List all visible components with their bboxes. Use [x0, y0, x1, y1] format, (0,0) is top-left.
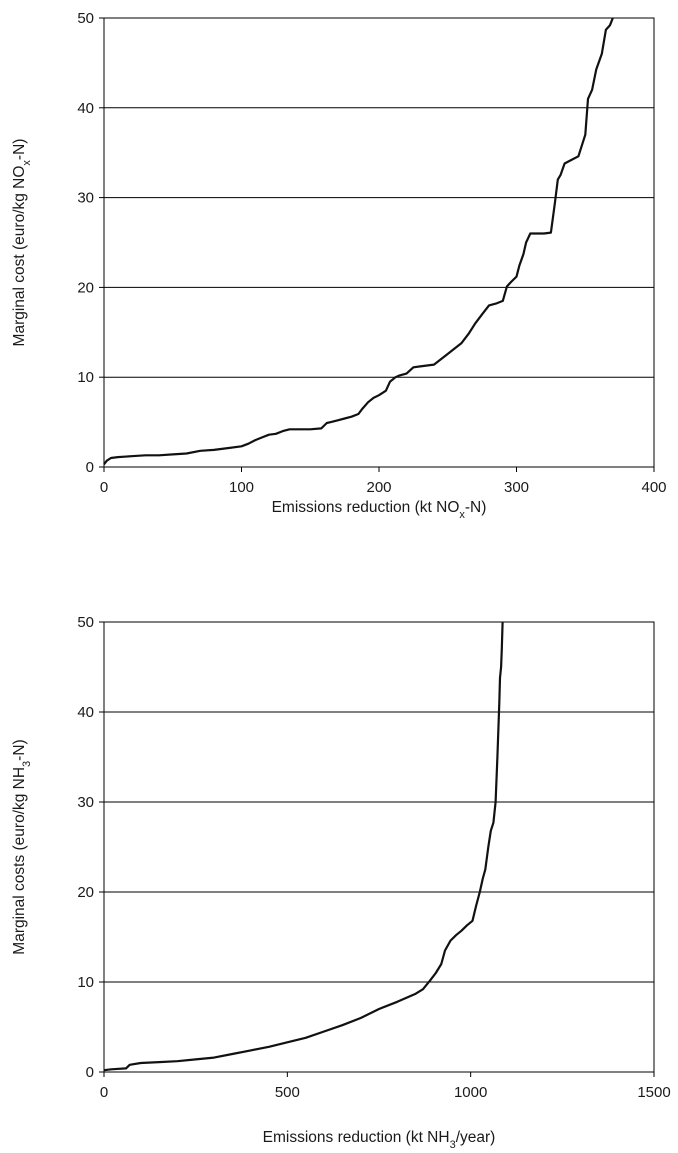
- x-tick-label: 500: [275, 1084, 300, 1101]
- x-tick-label: 400: [641, 479, 666, 496]
- y-tick-label: 30: [77, 190, 94, 207]
- marginal-cost-curve: [103, 17, 614, 465]
- nox-marginal-cost-chart: 0 10 20 30 40 50 0 100 200 300 400 Emissions reduct…: [11, 10, 667, 521]
- plot-frame: [103, 621, 655, 1073]
- y-tick-label: 50: [77, 614, 94, 631]
- x-tick-label: 100: [229, 479, 254, 496]
- y-tick-label: 10: [77, 974, 94, 991]
- y-tick-label: 10: [77, 369, 94, 386]
- y-tick-label: 40: [77, 704, 94, 721]
- x-axis-label: Emissions reduction (kt NH3/year): [263, 1129, 496, 1151]
- y-axis-label: Marginal costs (euro/kg NH3-N): [11, 739, 33, 954]
- y-tick-label: 0: [86, 1064, 94, 1081]
- y-tick-label: 30: [77, 794, 94, 811]
- x-axis-label: Emissions reduction (kt NOx-N): [272, 499, 487, 521]
- x-tick-label: 0: [100, 479, 108, 496]
- plot-frame: [103, 17, 655, 468]
- marginal-cost-curve: [103, 621, 504, 1072]
- x-tick-label: 200: [366, 479, 391, 496]
- y-tick-label: 20: [77, 884, 94, 901]
- y-tick-label: 40: [77, 100, 94, 117]
- y-tick-label: 20: [77, 279, 94, 296]
- x-tick-label: 0: [100, 1084, 108, 1101]
- x-tick-label: 1500: [637, 1084, 670, 1101]
- y-axis-label: Marginal cost (euro/kg NOx-N): [11, 139, 33, 347]
- y-tick-label: 50: [77, 10, 94, 27]
- y-tick-label: 0: [86, 459, 94, 476]
- x-tick-label: 300: [504, 479, 529, 496]
- x-tick-label: 1000: [454, 1084, 487, 1101]
